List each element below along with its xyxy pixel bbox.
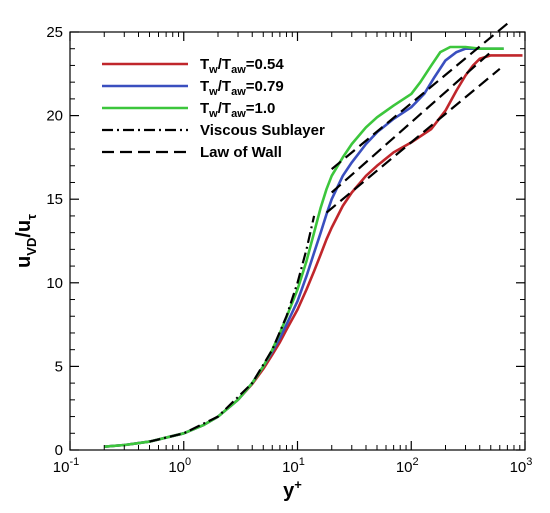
legend-label-part: /T [218,78,231,95]
legend-label-sub: w [208,64,218,76]
legend-label-sub: w [208,108,218,120]
y-axis-label-sub1: VD [24,238,39,256]
x-tick-label-base: 10 [396,459,413,476]
y-axis-label-main: u [13,256,35,268]
legend-label-part: /T [218,100,231,117]
series-line-4-segment-0 [330,22,509,170]
y-tick-label: 0 [55,442,63,459]
x-tick-label: 101 [282,456,305,476]
legend-label-part: =0.54 [246,56,285,73]
y-tick-label: 20 [46,108,63,125]
plot-layer [104,22,523,448]
legend-label-text: Viscous Sublayer [200,122,325,139]
x-tick-label: 10-1 [53,456,79,476]
y-axis-label-mid: /u [13,220,35,238]
x-tick-label-base: 10 [282,459,299,476]
legend-label-part: T [200,56,209,73]
y-tick-label: 15 [46,191,63,208]
legend-label-part: =0.79 [246,78,284,95]
legend-label-0: Tw/Taw=0.54 [200,56,284,76]
series-line-4-segment-2 [330,51,492,194]
legend-label-sub: aw [231,86,246,98]
legend-label-text: Law of Wall [200,144,282,161]
y-axis-label-sub2: τ [24,214,39,220]
legend: Tw/Taw=0.54Tw/Taw=0.79Tw/Taw=1.0Viscous … [102,56,325,161]
y-tick-label: 25 [46,24,63,41]
legend-label-part: T [200,100,209,117]
x-tick-label-base: 10 [53,459,70,476]
plot-frame [69,31,526,451]
y-tick-label: 5 [55,358,63,375]
x-axis-label-sup: + [294,477,302,492]
legend-label-part: /T [218,56,231,73]
legend-label-2: Tw/Taw=1.0 [200,100,275,120]
y-tick-label: 10 [46,275,63,292]
x-axis-label: y+ [283,477,302,502]
x-tick-label: 100 [168,456,191,476]
x-tick-label: 103 [510,456,533,476]
series-line-4-segment-1 [325,67,501,214]
legend-label-part: T [200,78,209,95]
x-tick-label-base: 10 [510,459,527,476]
legend-label-1: Tw/Taw=0.79 [200,78,284,98]
x-tick-label-exp: -1 [69,456,79,468]
x-tick-label-exp: 1 [299,456,305,468]
series-line-3 [149,215,316,443]
legend-label-4: Law of Wall [200,144,282,161]
legend-label-3: Viscous Sublayer [200,122,325,139]
legend-label-part: =1.0 [246,100,276,117]
x-tick-label-exp: 0 [185,456,191,468]
x-tick-label-exp: 3 [526,456,532,468]
x-axis-label-base: y [283,480,295,502]
legend-label-sub: aw [231,108,246,120]
y-axis-label: uVD/uτ [13,214,39,268]
legend-label-sub: w [208,86,218,98]
x-tick-label-exp: 2 [413,456,419,468]
x-tick-label: 102 [396,456,419,476]
legend-label-sub: aw [231,64,246,76]
x-tick-label-base: 10 [168,459,185,476]
